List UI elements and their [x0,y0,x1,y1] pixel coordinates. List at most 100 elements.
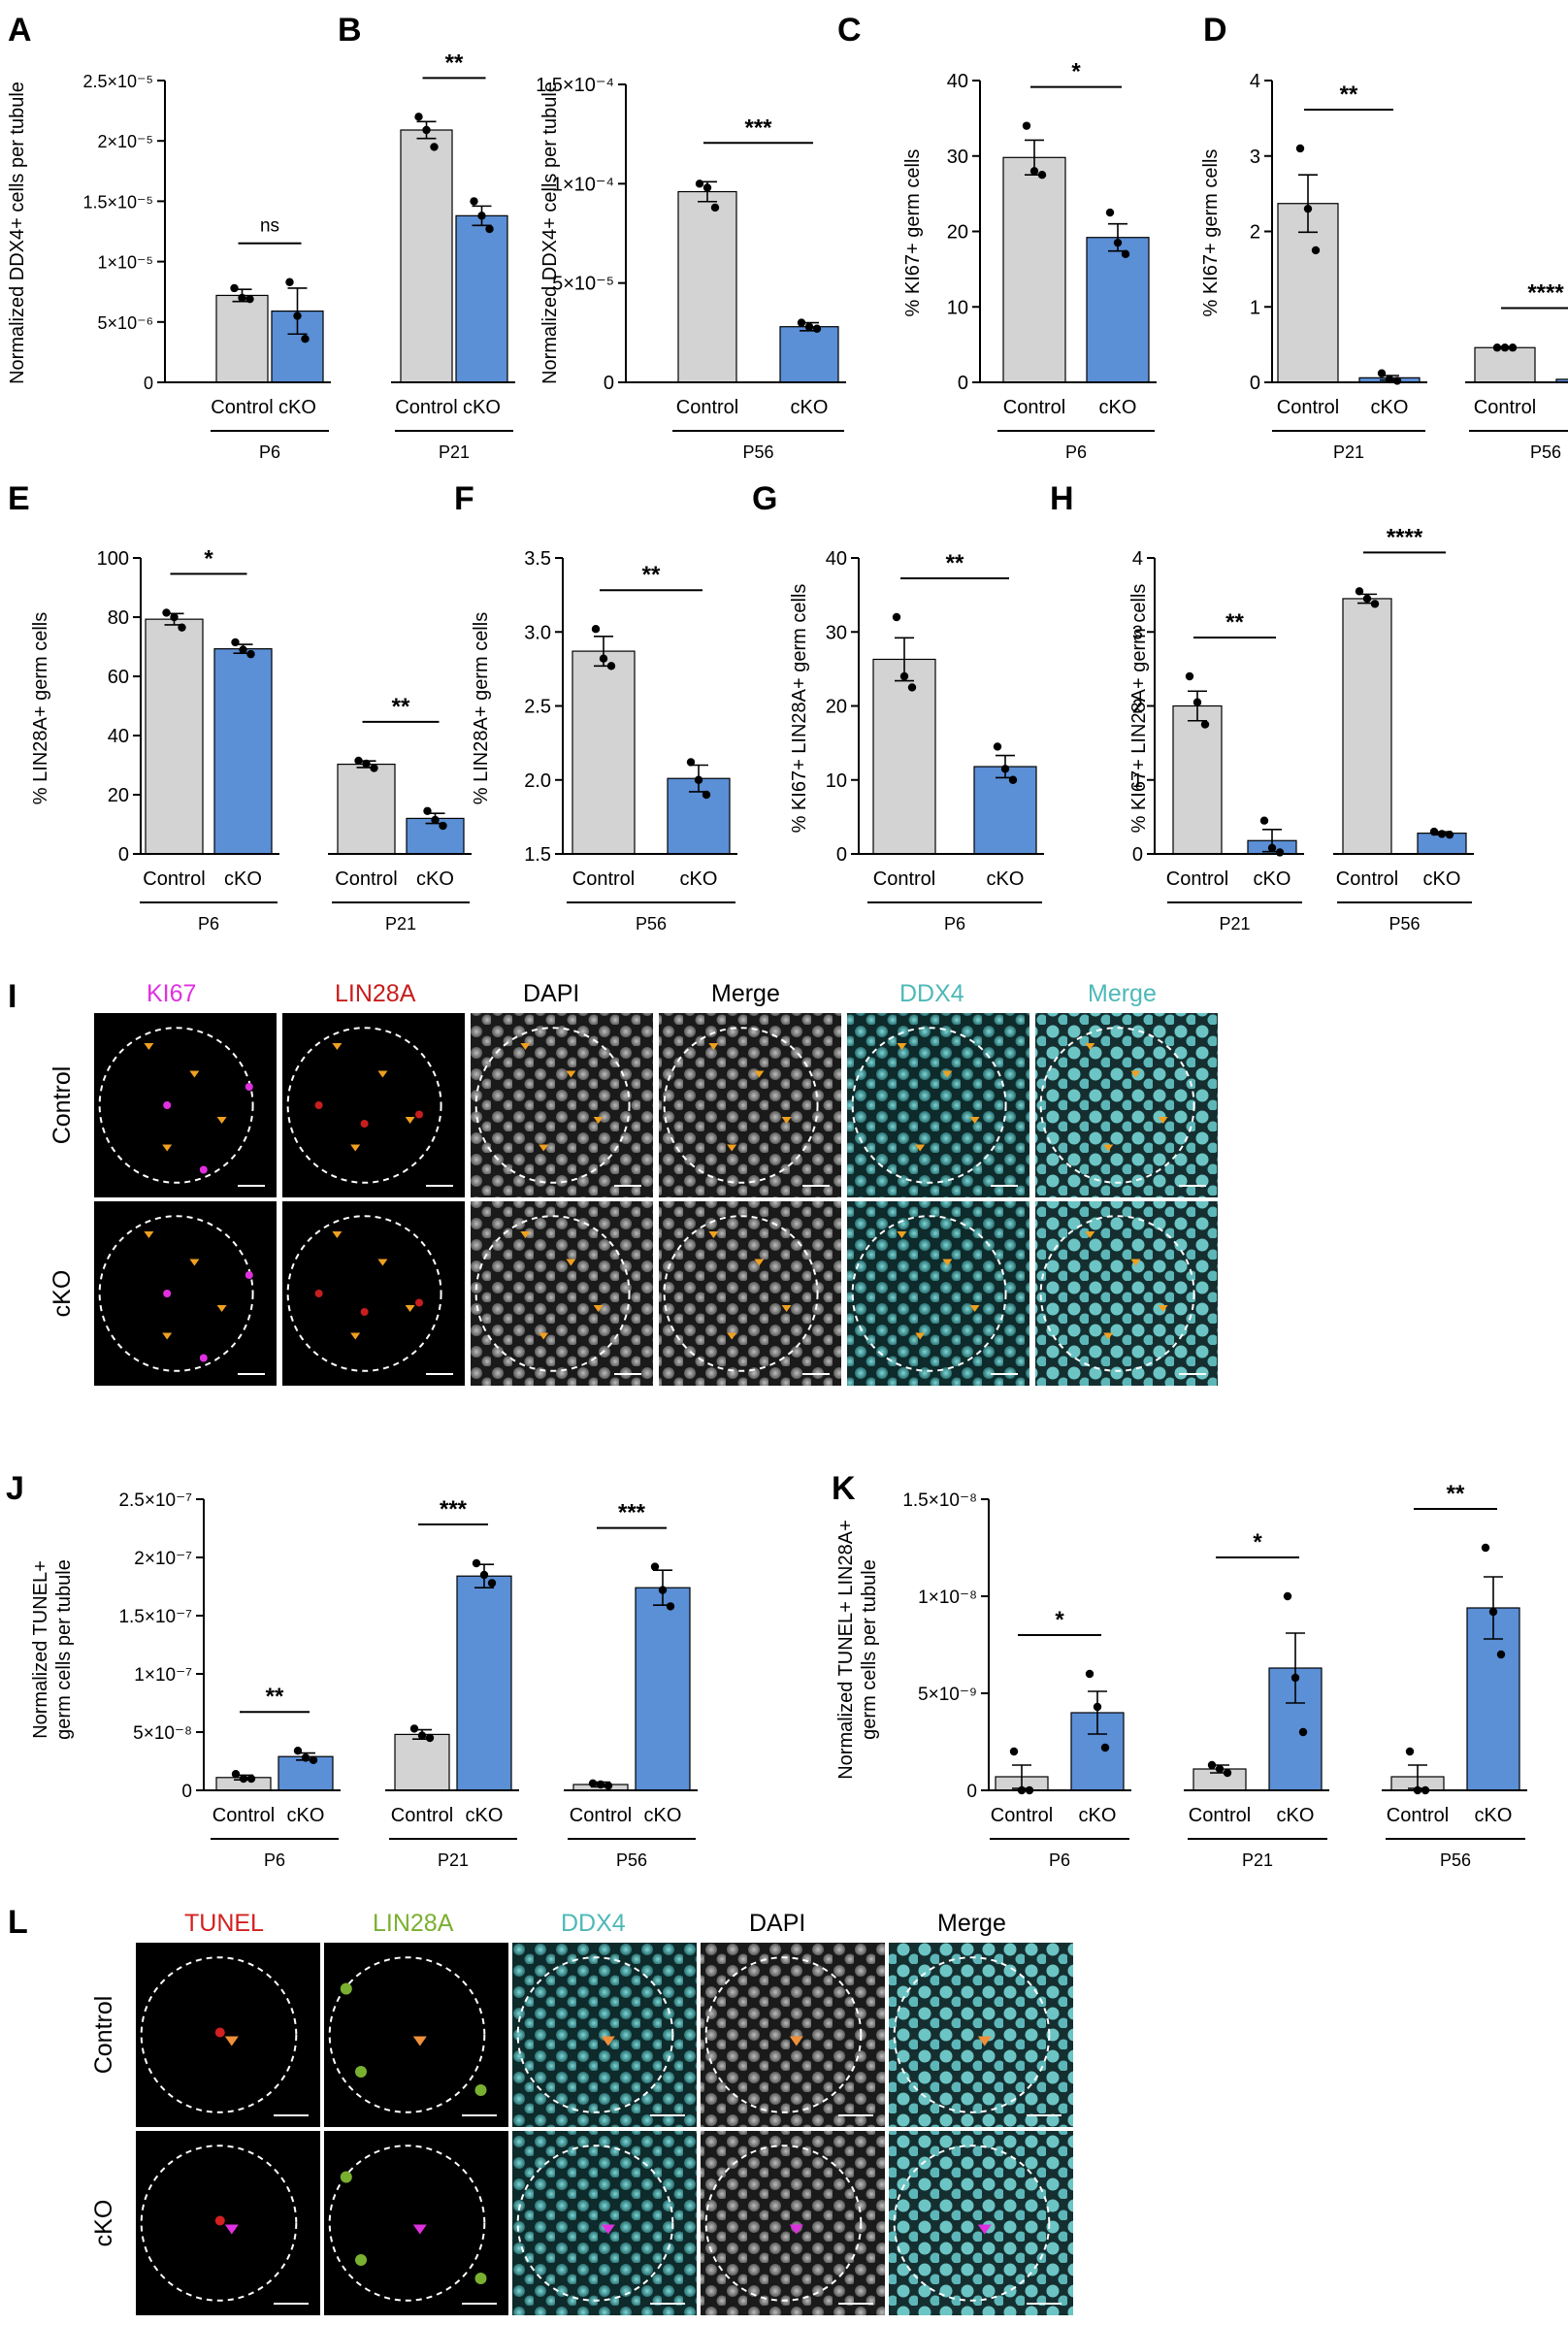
tubule-outline [1039,1215,1195,1372]
lin28a-signal [360,1120,369,1128]
panel-letter: I [8,978,16,1015]
tubule-outline [474,1215,631,1372]
data-point [1298,1727,1308,1737]
data-point [423,806,432,815]
bar-control-p21 [400,129,453,383]
row-label-cko: cKO [90,2200,117,2247]
data-point [596,1780,605,1789]
y-tick-label: 5×10⁻⁵ [552,274,614,295]
micrograph-tile [889,2131,1073,2315]
arrowhead-marker [942,1070,953,1078]
significance-label: ** [1447,1481,1465,1507]
micrograph-tile [282,1013,465,1197]
y-tick-label: 20 [947,222,968,244]
y-tick-label: 60 [108,667,129,688]
channel-label-lin28a: LIN28A [335,980,416,1007]
micrograph-tile [94,1201,277,1386]
micrograph-background [1035,1013,1218,1197]
tubule-outline [1039,1027,1195,1184]
group-label: P21 [1242,1850,1273,1870]
x-category-label: cKO [224,868,262,890]
data-point [246,649,255,659]
data-point [301,335,310,344]
group-label: P6 [1065,442,1087,462]
arrowhead-marker [727,1332,737,1340]
data-point [293,1747,303,1755]
data-point [1200,720,1210,729]
data-point [1481,1543,1490,1553]
y-axis-label: Normalized DDX4+ cells per tubule [7,82,28,384]
data-point [470,197,478,206]
data-point [285,278,294,286]
micrograph-background [889,2131,1073,2315]
significance-label: ** [445,49,464,76]
y-tick-label: 2 [1132,697,1143,718]
micrograph-tile [512,2131,697,2315]
data-point [1192,698,1202,706]
micrograph-background [282,1201,465,1386]
micrograph-background [659,1013,841,1197]
y-axis-label: % KI67+ germ cells [1200,149,1222,317]
arrowhead-marker [781,1305,792,1312]
tubule-outline [140,1956,298,2113]
bar-control-p56 [572,650,636,855]
data-point [1377,369,1387,377]
tubule-outline [704,2145,863,2302]
group-label: P6 [259,442,280,462]
chart-panel-k: K 0 5×10⁻⁹ 1×10⁻⁸ 1.5×10⁻⁸ Normalized TUNEL+ … [832,1470,1527,1870]
bar-control-p6 [145,618,204,855]
bar-cko-p21 [406,817,465,855]
arrowhead-marker [332,1043,343,1050]
panel-letter: C [837,12,862,49]
data-point [686,758,696,767]
data-point [431,815,440,825]
micrographs-layer: I KI67 LIN28A DAPI Merge DDX4 Merge Control cKO L… [8,978,1218,2315]
y-tick-label: 100 [97,548,129,570]
tubule-outline [140,2145,298,2302]
channel-label-merge: Merge [937,1910,1006,1937]
tubule-outline [704,1956,863,2113]
data-point [666,1602,675,1611]
data-point [1029,167,1039,176]
micrograph-tile [847,1013,1029,1197]
data-point [650,1562,660,1571]
ki67-signal [245,1271,253,1279]
micrograph-tile [659,1013,841,1197]
y-tick-label: 1.5×10⁻⁷ [118,1607,192,1627]
arrowhead-marker [789,2224,803,2235]
data-point [430,143,439,151]
row-label-control: Control [90,1996,117,2075]
data-point [230,283,239,293]
bar-cko-p56 [1555,378,1568,383]
x-category-label: Control [873,868,935,890]
arrowhead-marker [708,1043,719,1050]
group-label: P56 [616,1850,647,1870]
tunel-signal [214,2215,225,2226]
arrowhead-marker [350,1332,361,1340]
channel-label-tunel: TUNEL [184,1910,264,1937]
charts-layer: A 0 5×10⁻⁶ 1×10⁻⁵ 1.5×10⁻⁵ 2×10⁻⁵ 2.5×10⁻⁵ Norm… [6,12,1568,1870]
x-category-label: Control [1166,868,1228,890]
arrowhead-marker [350,1144,361,1152]
arrowhead-marker [520,1231,531,1238]
x-category-label: cKO [644,1805,682,1826]
x-category-label: Control [212,1805,275,1826]
y-tick-label: 1×10⁻⁸ [918,1588,977,1608]
y-axis-label: % KI67+ LIN28A+ germ cells [1128,584,1150,834]
micrograph-background [471,1013,653,1197]
channel-label-ki67: KI67 [147,980,196,1007]
group-label: P56 [636,914,667,933]
arrowhead-marker [969,1117,980,1124]
group-label: P21 [438,1850,469,1870]
y-tick-label: 30 [947,147,968,168]
y-tick-label: 4 [1132,548,1143,570]
micrograph-background [282,1013,465,1197]
data-point [1121,249,1130,259]
significance-label: * [1055,1607,1064,1633]
tubule-outline [98,1027,254,1184]
arrowhead-marker [897,1043,907,1050]
data-point [1185,671,1194,681]
micrograph-tile [1035,1201,1218,1386]
data-point [479,1570,489,1580]
